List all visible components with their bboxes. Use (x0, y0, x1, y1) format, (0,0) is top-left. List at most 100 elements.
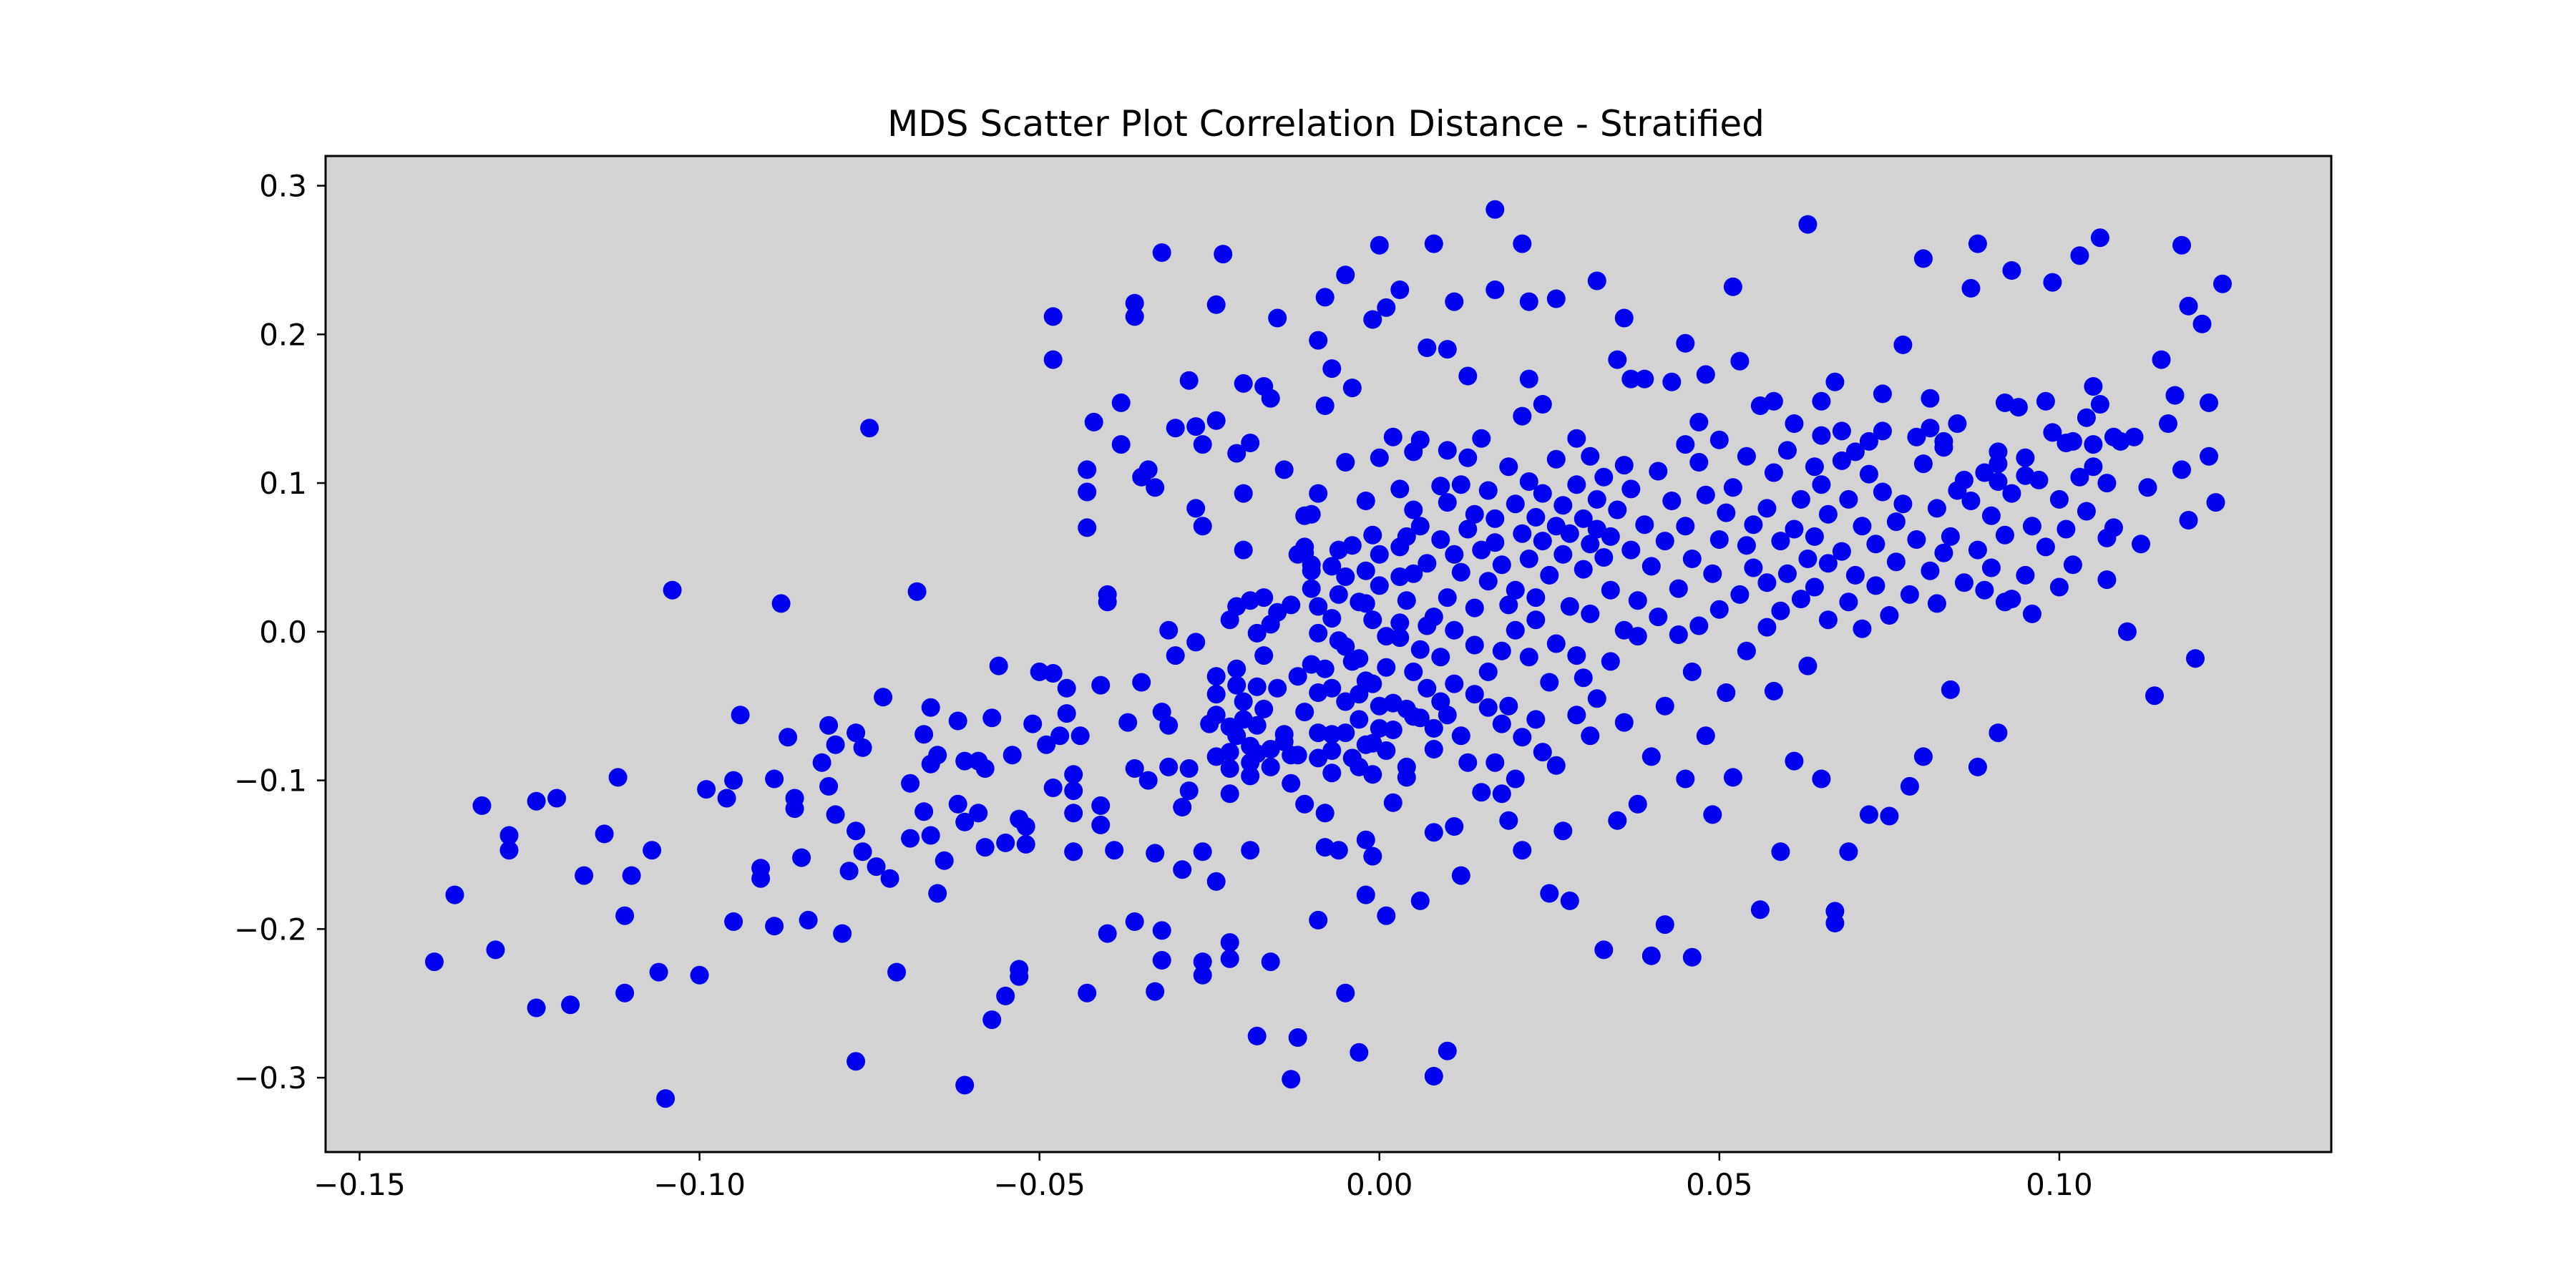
data-point (887, 962, 907, 982)
data-point (1309, 331, 1328, 350)
data-point (1397, 768, 1416, 787)
data-point (1628, 591, 1647, 610)
data-point (1057, 704, 1076, 723)
plot-frame (324, 155, 2333, 1153)
data-point (1322, 557, 1342, 576)
data-point (1621, 479, 1641, 499)
data-point (1927, 594, 1946, 613)
data-point (1954, 573, 1974, 592)
data-point (1866, 576, 1885, 595)
data-point (1907, 427, 1926, 447)
data-point (1254, 588, 1274, 608)
data-point (1832, 542, 1851, 561)
data-point (2002, 484, 2021, 503)
data-point (1893, 335, 1913, 354)
data-point (1608, 811, 1627, 830)
data-point (1431, 477, 1450, 496)
data-point (1845, 442, 1865, 462)
data-point (2063, 555, 2082, 575)
data-point (2159, 414, 2177, 433)
data-point (2200, 393, 2218, 412)
data-point (1078, 460, 1097, 479)
data-point (649, 962, 668, 982)
data-point (1921, 389, 1940, 408)
data-point (1472, 783, 1491, 802)
data-point (1016, 817, 1035, 836)
data-point (1581, 535, 1600, 554)
data-point (1390, 628, 1410, 648)
data-point (901, 829, 920, 848)
data-point (1812, 426, 1831, 445)
data-point (1309, 623, 1328, 643)
data-point (1193, 842, 1212, 862)
data-point (615, 906, 635, 925)
data-point (1445, 674, 1464, 693)
data-point (2043, 423, 2062, 442)
data-point (1356, 594, 1375, 613)
data-point (1146, 982, 1165, 1001)
data-point (982, 708, 1002, 728)
data-point (1451, 726, 1470, 746)
data-point (1737, 536, 1756, 555)
data-point (1676, 435, 1695, 454)
data-point (1560, 524, 1579, 543)
y-tick-label: −0.1 (234, 763, 307, 799)
data-point (2179, 296, 2198, 316)
data-point (1193, 517, 1212, 536)
data-point (1764, 681, 1783, 701)
data-point (1302, 579, 1321, 598)
data-point (1478, 662, 1498, 681)
data-point (1913, 747, 1933, 766)
data-point (1282, 1070, 1301, 1089)
data-point (1350, 649, 1369, 668)
data-point (1696, 365, 1715, 384)
data-point (1717, 503, 1736, 522)
data-point (1941, 680, 1960, 699)
data-point (1295, 703, 1314, 721)
data-point (1220, 759, 1239, 778)
data-point (1363, 765, 1382, 784)
data-point (1186, 499, 1206, 518)
data-point (1322, 741, 1342, 760)
data-point (751, 869, 771, 888)
data-point (1268, 602, 1287, 622)
data-point (955, 812, 975, 831)
data-point (2172, 460, 2191, 479)
data-point (1717, 683, 1736, 702)
data-point (731, 706, 750, 725)
data-point (1662, 372, 1682, 391)
data-point (1438, 493, 1457, 512)
data-point (1737, 641, 1756, 660)
data-point (1825, 902, 1845, 921)
data-point (1540, 673, 1559, 692)
data-point (1513, 406, 1532, 426)
data-point (1350, 1043, 1369, 1062)
data-point (1098, 924, 1117, 943)
data-point (1478, 572, 1498, 591)
data-point (1234, 540, 1253, 560)
data-point (1206, 872, 1226, 891)
data-point (996, 833, 1015, 852)
data-point (1975, 463, 1994, 482)
data-point (1037, 735, 1056, 754)
data-point (2152, 350, 2171, 369)
data-point (1812, 475, 1831, 494)
data-point (1499, 457, 1518, 477)
data-point (1934, 543, 1953, 562)
data-point (1492, 784, 1511, 804)
data-point (2016, 466, 2035, 485)
data-point (1370, 235, 1389, 255)
data-point (1519, 648, 1538, 667)
data-point (1274, 460, 1294, 479)
data-point (1125, 307, 1144, 326)
data-point (1404, 662, 1423, 681)
data-point (1383, 793, 1402, 812)
data-point (1499, 595, 1518, 615)
data-point (1356, 492, 1375, 510)
data-point (1553, 496, 1573, 515)
data-point (486, 940, 505, 960)
data-point (1138, 771, 1158, 790)
data-point (1798, 215, 1818, 234)
data-point (2097, 570, 2117, 590)
data-point (1757, 618, 1777, 637)
